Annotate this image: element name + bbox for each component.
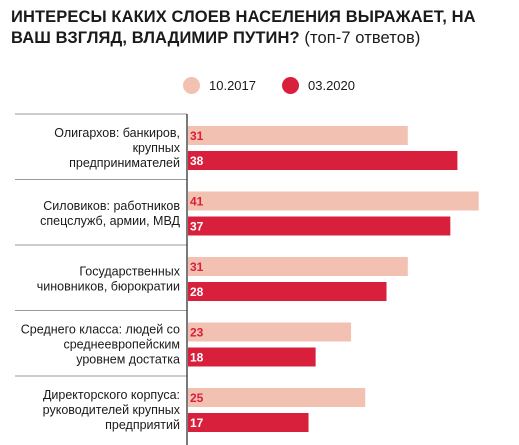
chart-title: ИНТЕРЕСЫ КАКИХ СЛОЕВ НАСЕЛЕНИЯ ВЫРАЖАЕТ,…: [11, 7, 516, 49]
category-label-3-line-2: чиновников, бюрократии: [37, 280, 180, 294]
bar-10.2017-5: [188, 388, 366, 407]
legend-item-2020[interactable]: 03.2020: [282, 74, 355, 96]
value-label-03.2020-5: 17: [190, 416, 204, 430]
value-label-10.2017-2: 41: [190, 195, 204, 209]
value-label-03.2020-2: 37: [190, 220, 204, 234]
category-label-1-line-2: крупных: [133, 141, 181, 155]
value-label-10.2017-5: 25: [190, 391, 204, 405]
category-label-2-line-1: Силовиков: работников: [43, 199, 180, 213]
value-label-03.2020-4: 18: [190, 351, 204, 365]
bar-03.2020-2: [188, 216, 451, 236]
bar-10.2017-3: [188, 257, 408, 276]
chart-title-main: ИНТЕРЕСЫ КАКИХ СЛОЕВ НАСЕЛЕНИЯ ВЫРАЖАЕТ,…: [11, 8, 476, 47]
bar-03.2020-1: [188, 151, 458, 170]
value-label-03.2020-3: 28: [190, 285, 204, 299]
category-label-1-line-3: предпринимателей: [69, 156, 180, 170]
bar-10.2017-2: [188, 191, 479, 211]
value-label-10.2017-1: 31: [190, 129, 204, 143]
legend-label-2020: 03.2020: [308, 77, 355, 93]
category-label-3-line-1: Государственных: [79, 265, 180, 279]
bar-10.2017-1: [188, 126, 408, 145]
legend-label-2017: 10.2017: [209, 77, 256, 93]
category-label-4-line-3: уровнем достатка: [76, 353, 180, 367]
category-label-2-line-2: спецслужб, армии, МВД: [40, 214, 180, 228]
category-label-5-line-3: предприятий: [105, 418, 180, 432]
legend-dot-2020: [282, 76, 299, 94]
category-label-5-line-2: руководителей крупных: [43, 403, 181, 417]
legend-dot-2017: [183, 76, 200, 94]
category-label-4-line-2: среднеевропейским: [63, 338, 180, 352]
chart-subtitle: (топ-7 ответов): [304, 29, 421, 47]
legend: 10.2017 03.2020: [0, 74, 519, 96]
bar-10.2017-4: [188, 322, 352, 342]
legend-item-2017[interactable]: 10.2017: [183, 74, 256, 96]
bar-03.2020-4: [188, 347, 316, 367]
bar-03.2020-3: [188, 282, 387, 301]
category-label-5-line-1: Директорского корпуса:: [43, 388, 180, 402]
value-label-10.2017-3: 31: [190, 260, 204, 274]
category-label-4-line-1: Среднего класса: людей со: [21, 323, 180, 337]
category-label-1-line-1: Олигархов: банкиров,: [54, 126, 180, 140]
bar-03.2020-5: [188, 413, 309, 432]
value-label-10.2017-4: 23: [190, 326, 204, 340]
value-label-03.2020-1: 38: [190, 154, 204, 168]
